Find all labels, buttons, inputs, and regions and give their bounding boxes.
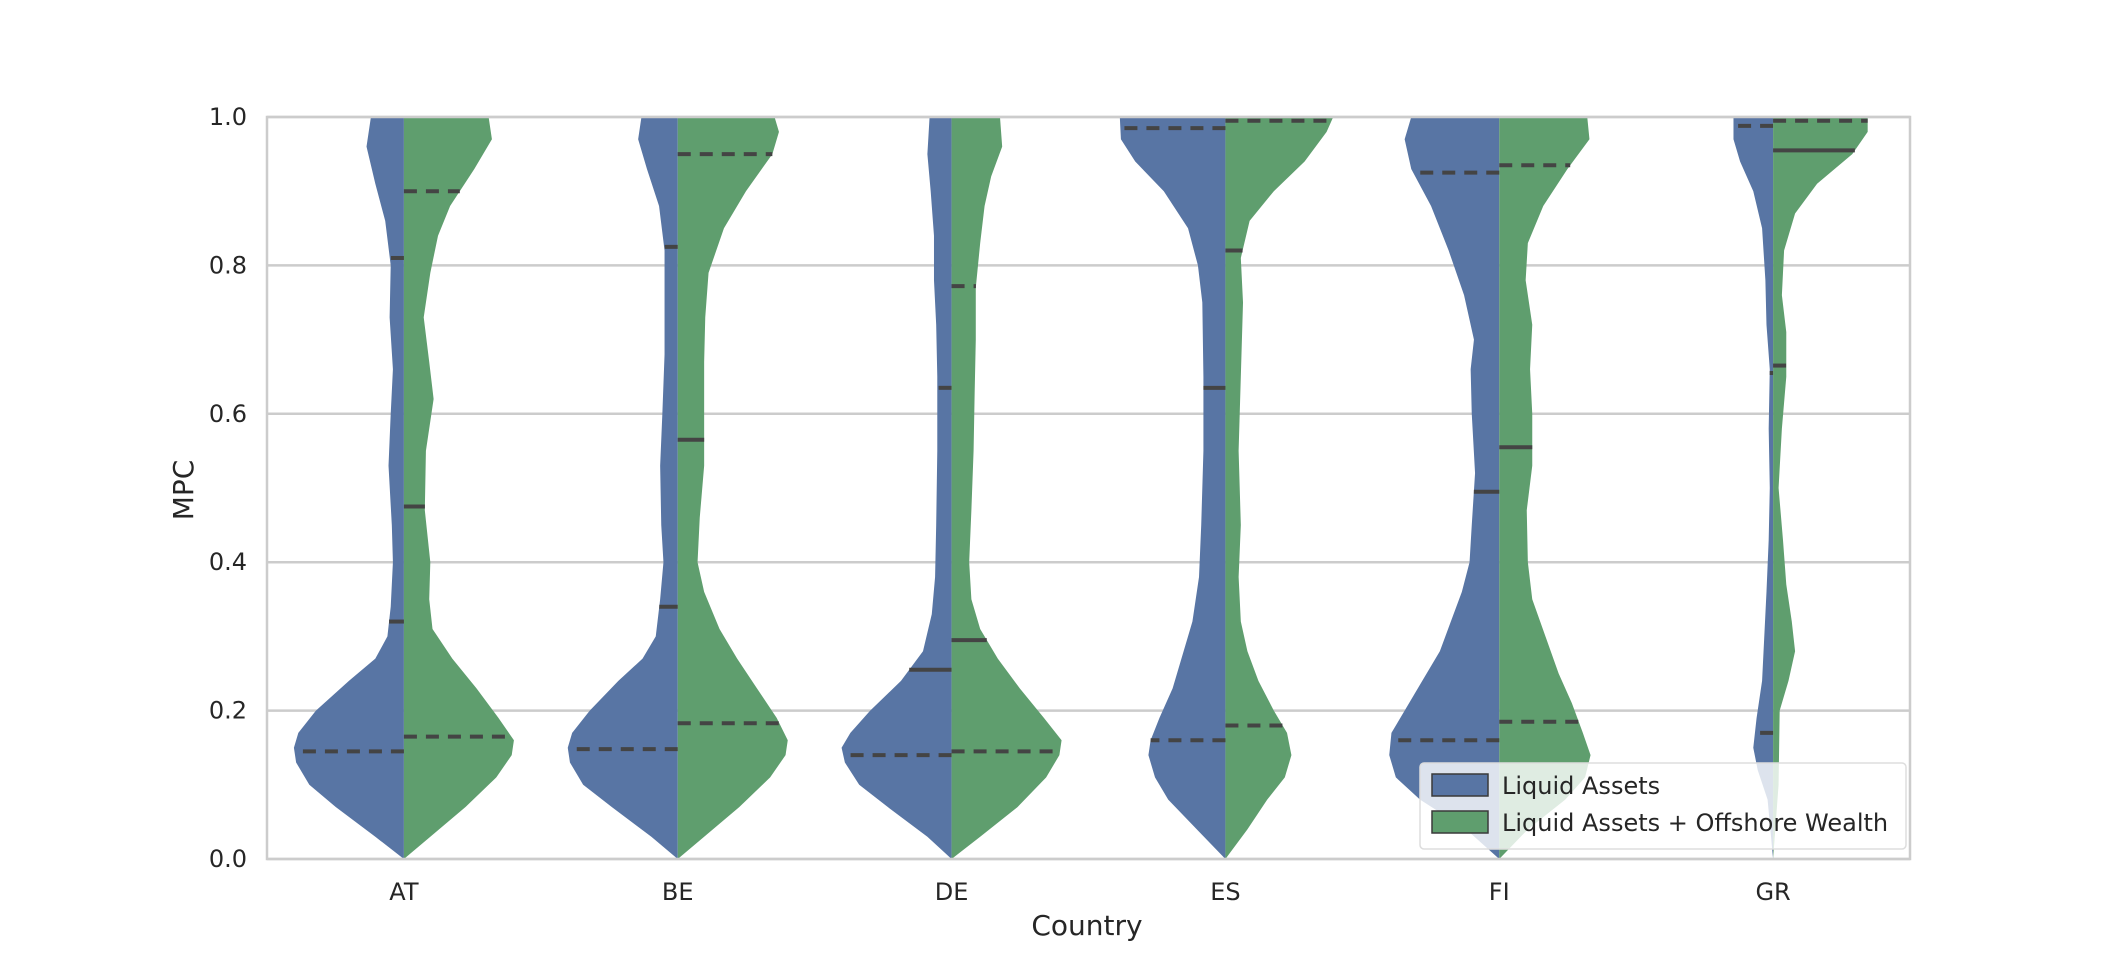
y-tick-label-5: 1.0 <box>209 103 247 131</box>
violin-at-series-0 <box>293 117 404 859</box>
violin-es-series-1 <box>1225 117 1334 859</box>
x-tick-label-fi: FI <box>1489 878 1510 906</box>
plot-frame <box>265 115 1912 861</box>
violin-be-series-1 <box>677 117 788 859</box>
violin-gr-series-0 <box>1733 117 1774 859</box>
y-tick-label-1: 0.2 <box>209 697 247 725</box>
x-tick-label-at: AT <box>389 878 419 906</box>
legend-label-1: Liquid Assets + Offshore Wealth <box>1502 809 1888 837</box>
violin-at-series-1 <box>403 117 514 859</box>
legend-swatch-0 <box>1431 773 1489 797</box>
violin-be-series-0 <box>567 117 678 859</box>
legend-label-0: Liquid Assets <box>1502 772 1660 800</box>
grid-layer <box>267 115 1910 861</box>
violin-gr-series-1 <box>1773 117 1868 859</box>
tick-labels: 0.0 0.2 0.4 0.6 0.8 1.0 AT BE DE ES FI GR <box>209 103 1791 906</box>
violin-es-series-0 <box>1119 117 1226 859</box>
violin-fi-series-0 <box>1389 117 1500 859</box>
legend: Liquid Assets Liquid Assets + Offshore We… <box>1419 762 1907 850</box>
x-tick-label-be: BE <box>662 878 694 906</box>
y-axis-label: MPC <box>167 460 200 521</box>
x-tick-label-es: ES <box>1210 878 1240 906</box>
violin-de-series-1 <box>951 117 1062 859</box>
legend-box <box>1419 762 1907 850</box>
x-tick-label-de: DE <box>935 878 969 906</box>
y-tick-label-0: 0.0 <box>209 845 247 873</box>
legend-swatch-1 <box>1431 810 1489 834</box>
y-tick-label-4: 0.8 <box>209 251 247 279</box>
quartile-layer <box>294 118 1868 758</box>
plot-border <box>265 115 1912 861</box>
x-axis-label: Country <box>1031 909 1142 942</box>
x-tick-label-gr: GR <box>1755 878 1790 906</box>
violin-fi-series-1 <box>1499 117 1591 859</box>
y-tick-label-2: 0.4 <box>209 548 247 576</box>
violin-layer <box>293 117 1868 859</box>
y-tick-label-3: 0.6 <box>209 400 247 428</box>
violin-de-series-0 <box>841 117 952 859</box>
